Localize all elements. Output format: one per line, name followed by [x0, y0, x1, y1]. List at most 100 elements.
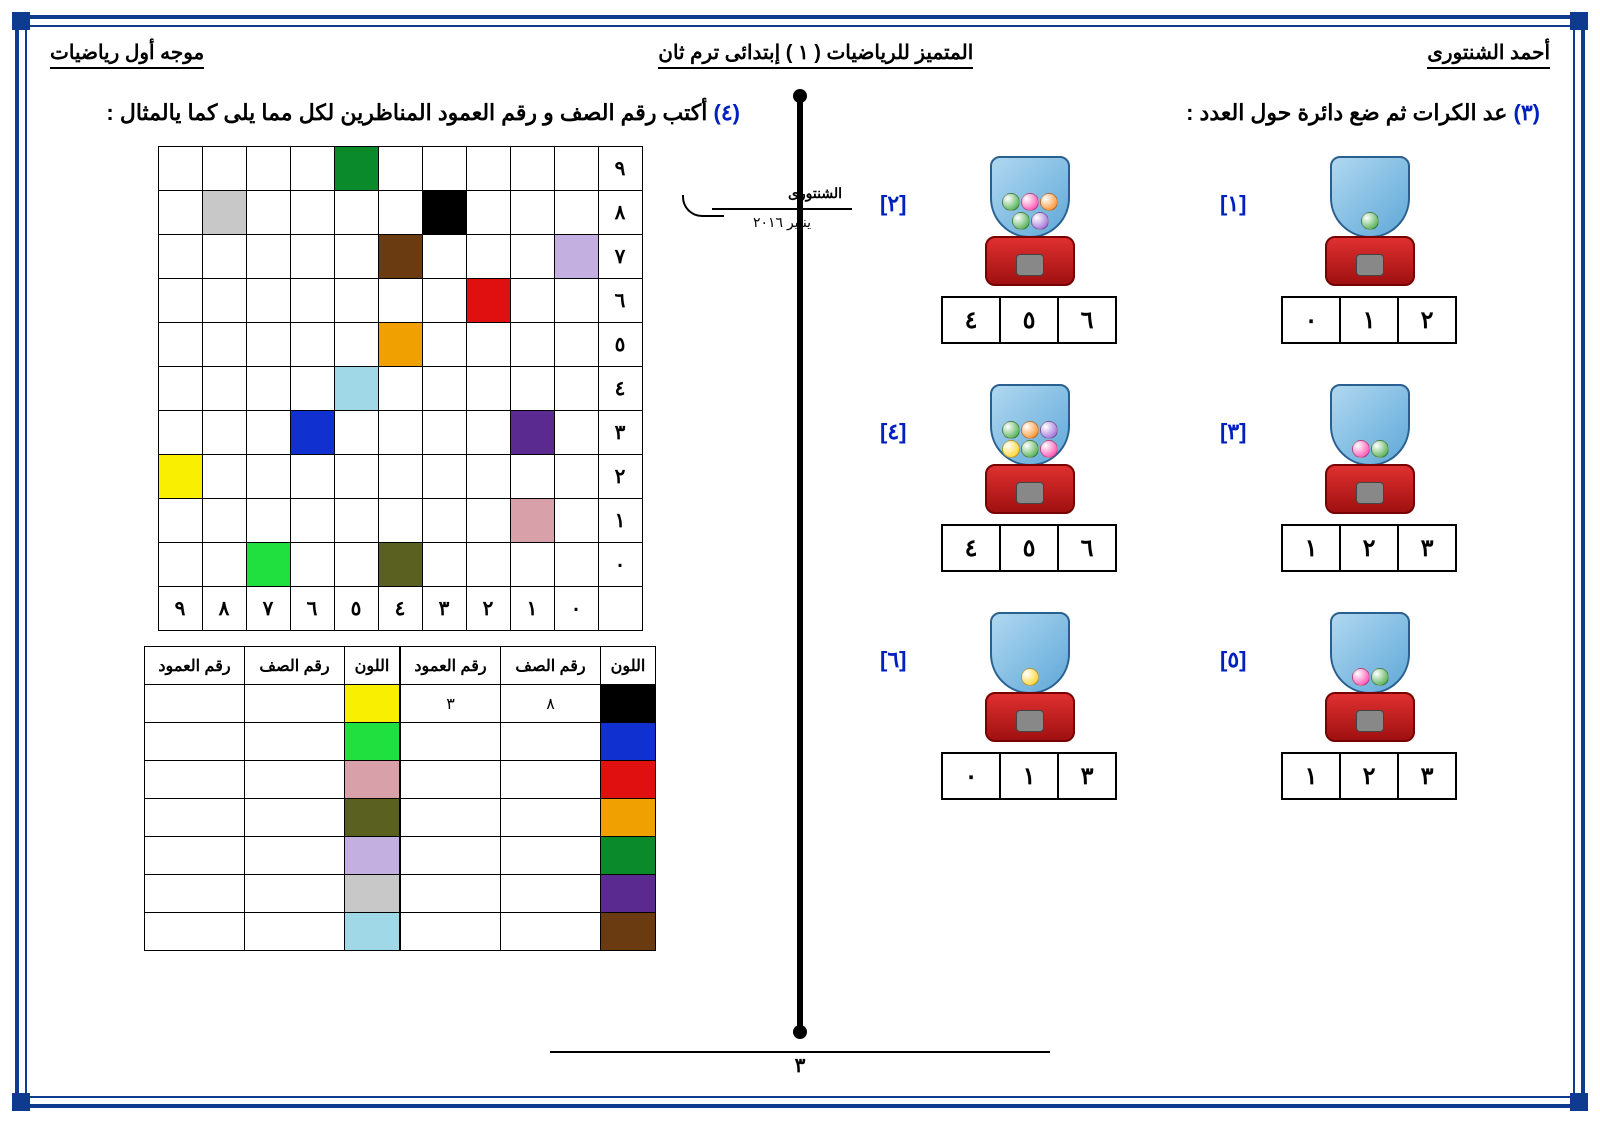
choice-cell[interactable]: ٠: [1281, 296, 1341, 344]
gumball-label: [٣]: [1220, 419, 1246, 445]
grid-cell: [510, 367, 554, 411]
choice-cell[interactable]: ١: [1281, 752, 1341, 800]
choice-cell[interactable]: ٣: [1397, 752, 1457, 800]
grid-cell: [334, 455, 378, 499]
grid-cell: [378, 411, 422, 455]
row-answer[interactable]: [501, 837, 601, 875]
col-answer[interactable]: [145, 837, 245, 875]
choice-cell[interactable]: ٣: [1057, 752, 1117, 800]
choice-cell[interactable]: ٢: [1397, 296, 1457, 344]
header-author: أحمد الشنتورى: [1427, 40, 1550, 69]
grid-cell: [422, 367, 466, 411]
row-answer[interactable]: ٨: [501, 685, 601, 723]
grid-cell: [378, 367, 422, 411]
col-answer[interactable]: [401, 761, 501, 799]
row-answer[interactable]: [245, 799, 345, 837]
row-label: ٠: [598, 543, 642, 587]
choice-cell[interactable]: ٣: [1397, 524, 1457, 572]
ball-icon: [1021, 440, 1039, 458]
ball-icon: [1031, 212, 1049, 230]
row-answer[interactable]: [245, 837, 345, 875]
header-role: موجه أول رياضيات: [50, 40, 204, 69]
coordinate-grid: ٩٨٧٦٥٤٣٢١٠٠١٢٣٤٥٦٧٨٩: [158, 146, 643, 631]
choice-cell[interactable]: ٦: [1057, 296, 1117, 344]
choice-cell[interactable]: ٢: [1339, 524, 1399, 572]
grid-cell: [378, 235, 422, 279]
choice-cell[interactable]: ٢: [1339, 752, 1399, 800]
col-answer[interactable]: [401, 875, 501, 913]
answer-header: رقم الصف: [245, 647, 345, 685]
choice-cell[interactable]: ٠: [941, 752, 1001, 800]
grid-cell: [378, 323, 422, 367]
row-label: ٧: [598, 235, 642, 279]
col-answer[interactable]: [145, 799, 245, 837]
choice-cell[interactable]: ١: [999, 752, 1059, 800]
row-answer[interactable]: [245, 761, 345, 799]
gumball-item: [٣]٣٢١: [1230, 384, 1510, 572]
gumball-label: [٥]: [1220, 647, 1246, 673]
page-number: ٣: [795, 1053, 806, 1078]
grid-cell: [422, 279, 466, 323]
col-answer[interactable]: [145, 875, 245, 913]
grid-cell: [158, 191, 202, 235]
grid-cell: [378, 499, 422, 543]
row-answer[interactable]: [501, 913, 601, 951]
col-label: ٦: [290, 587, 334, 631]
row-label: ٩: [598, 147, 642, 191]
row-answer[interactable]: [245, 723, 345, 761]
grid-cell: [158, 411, 202, 455]
col-label: ٠: [554, 587, 598, 631]
row-answer[interactable]: [501, 761, 601, 799]
grid-cell: [466, 455, 510, 499]
grid-cell: [202, 279, 246, 323]
color-swatch: [345, 761, 399, 798]
row-answer[interactable]: [245, 913, 345, 951]
grid-cell: [554, 323, 598, 367]
grid-cell: [158, 367, 202, 411]
col-answer[interactable]: [145, 761, 245, 799]
col-label: ٩: [158, 587, 202, 631]
ball-icon: [1371, 440, 1389, 458]
grid-cell: [290, 367, 334, 411]
grid-cell: [246, 191, 290, 235]
grid-cell: [334, 147, 378, 191]
answer-header: رقم العمود: [401, 647, 501, 685]
grid-cell: [554, 543, 598, 587]
row-label: ٥: [598, 323, 642, 367]
choice-cell[interactable]: ٤: [941, 296, 1001, 344]
choice-cell[interactable]: ٥: [999, 524, 1059, 572]
grid-cell: [422, 455, 466, 499]
grid-cell: [334, 323, 378, 367]
grid-cell: [202, 323, 246, 367]
row-answer[interactable]: [501, 723, 601, 761]
row-answer[interactable]: [501, 875, 601, 913]
choice-cell[interactable]: ٤: [941, 524, 1001, 572]
grid-cell: [510, 411, 554, 455]
choice-cell[interactable]: ١: [1281, 524, 1341, 572]
grid-cell: [246, 323, 290, 367]
grid-cell: [422, 147, 466, 191]
grid-cell: [510, 543, 554, 587]
choice-cell[interactable]: ٥: [999, 296, 1059, 344]
ball-icon: [1040, 193, 1058, 211]
col-answer[interactable]: [401, 799, 501, 837]
col-answer[interactable]: [145, 723, 245, 761]
choice-cell[interactable]: ٦: [1057, 524, 1117, 572]
color-swatch: [345, 799, 399, 836]
row-answer[interactable]: [245, 685, 345, 723]
color-swatch: [601, 685, 655, 722]
grid-cell: [422, 543, 466, 587]
row-answer[interactable]: [501, 799, 601, 837]
col-answer[interactable]: [401, 913, 501, 951]
choice-cell[interactable]: ١: [1339, 296, 1399, 344]
gumball-machine-icon: [975, 384, 1085, 514]
row-answer[interactable]: [245, 875, 345, 913]
col-answer[interactable]: [145, 685, 245, 723]
grid-cell: [466, 235, 510, 279]
grid-cell: [246, 235, 290, 279]
col-answer[interactable]: [145, 913, 245, 951]
row-label: ٤: [598, 367, 642, 411]
col-answer[interactable]: [401, 837, 501, 875]
col-answer[interactable]: ٣: [401, 685, 501, 723]
col-answer[interactable]: [401, 723, 501, 761]
